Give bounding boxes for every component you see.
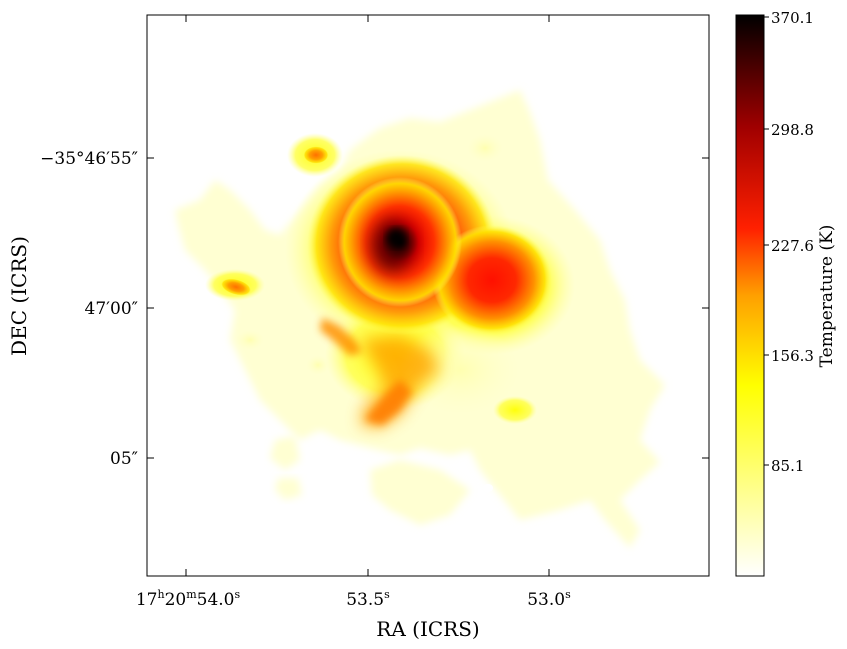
temperature-map: [147, 15, 709, 576]
y-tick-label-2: 05″: [110, 449, 138, 469]
hot-cores: [307, 155, 552, 335]
colorbar-tick-label-2: 227.6: [771, 237, 814, 255]
x-tick-label-1: 53.5s: [346, 588, 390, 610]
warm-structures: [220, 146, 440, 428]
colorbar-tick-label-3: 298.8: [771, 121, 814, 139]
y-tick-label-1: 47′00″: [85, 299, 138, 319]
x-axis-title: RA (ICRS): [376, 617, 479, 641]
x-tick-label-0: 17h20m54.0s: [136, 588, 241, 610]
plot-frame: [146, 14, 710, 577]
colorbar-gradient: [735, 14, 765, 577]
colorbar-title: Temperature (K): [817, 225, 837, 368]
y-tick-label-0: −35°46′55″: [40, 149, 138, 169]
x-tick-label-2: 53.0s: [527, 588, 571, 610]
y-axis-title: DEC (ICRS): [7, 236, 31, 356]
colorbar-tick-label-4: 370.1: [771, 9, 814, 27]
colorbar: 85.1 156.3 227.6 298.8 370.1 Temperature…: [735, 9, 837, 577]
x-ticks: [185, 15, 550, 576]
colorbar-ticks: [764, 16, 769, 466]
y-ticks: [147, 157, 709, 459]
colorbar-tick-label-1: 156.3: [771, 347, 814, 365]
colorbar-tick-label-0: 85.1: [771, 457, 804, 475]
